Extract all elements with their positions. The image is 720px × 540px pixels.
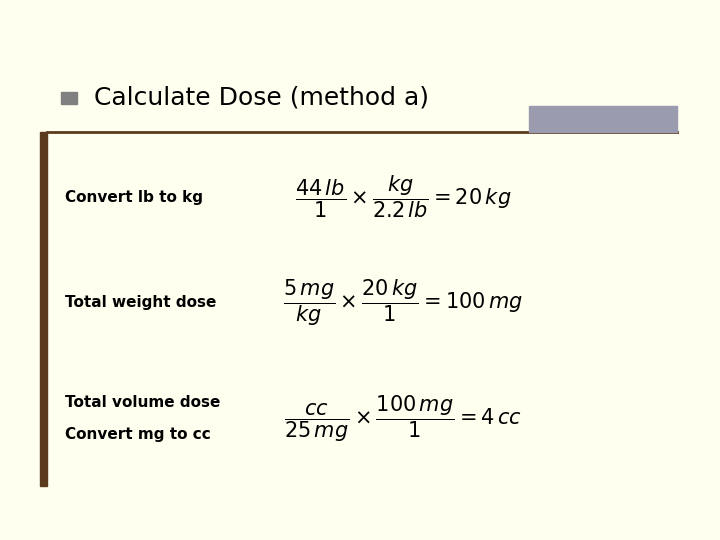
- Text: $\dfrac{44\,lb}{1} \times \dfrac{kg}{2.2\,lb} = 20\,kg$: $\dfrac{44\,lb}{1} \times \dfrac{kg}{2.2…: [295, 174, 511, 220]
- Text: Total weight dose: Total weight dose: [65, 295, 216, 310]
- Bar: [40, 132, 47, 486]
- Text: $\dfrac{cc}{25\,mg} \times \dfrac{100\,mg}{1} = 4\,cc$: $\dfrac{cc}{25\,mg} \times \dfrac{100\,m…: [284, 393, 522, 444]
- Text: Calculate Dose (method a): Calculate Dose (method a): [94, 85, 428, 109]
- Bar: [529, 106, 677, 132]
- Text: Convert lb to kg: Convert lb to kg: [65, 190, 203, 205]
- Text: $\dfrac{5\,mg}{kg} \times \dfrac{20\,kg}{1} = 100\,mg$: $\dfrac{5\,mg}{kg} \times \dfrac{20\,kg}…: [283, 277, 523, 328]
- Text: Total volume dose: Total volume dose: [65, 395, 220, 410]
- Bar: [61, 92, 77, 104]
- Text: Convert mg to cc: Convert mg to cc: [65, 427, 210, 442]
